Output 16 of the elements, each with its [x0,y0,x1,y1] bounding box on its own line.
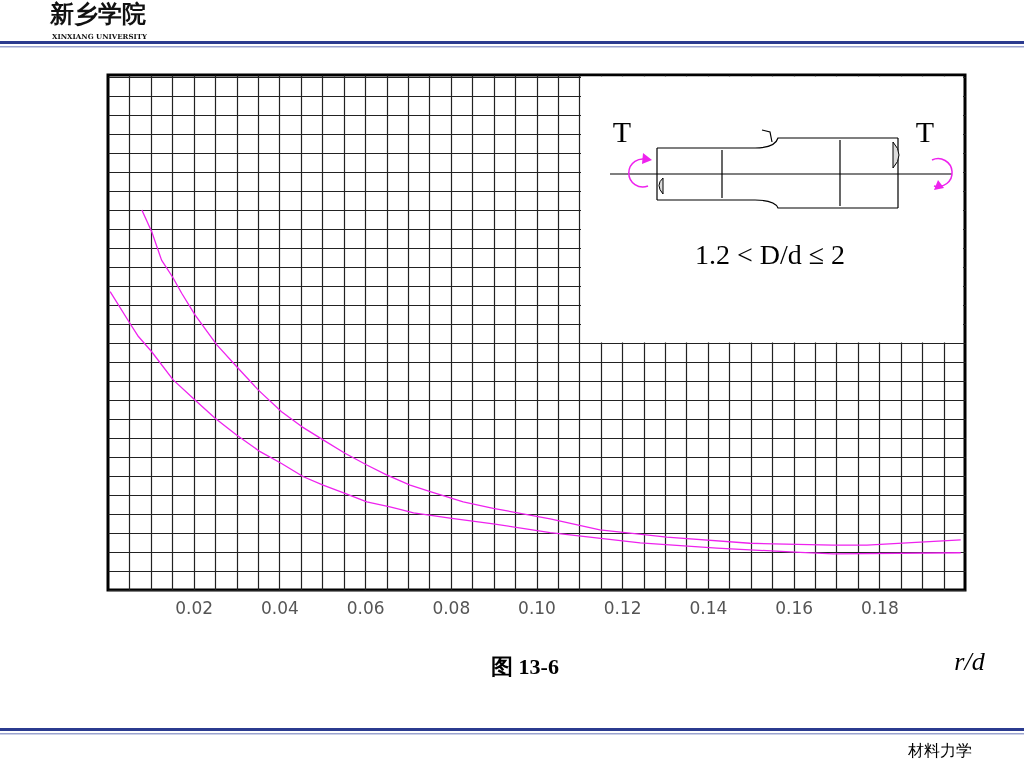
x-tick-label: 0.02 [175,597,214,618]
x-tick-label: 0.16 [775,597,814,618]
x-tick-label: 0.08 [432,597,471,618]
text: 新乡学院 [49,1,146,27]
x-tick-label: 0.06 [346,597,385,618]
annotation: 1.2 < D/d ≤ 2 [694,239,846,270]
x-tick-label: 0.12 [603,597,642,618]
text: 材料力学 [907,742,972,759]
caption: 图 13-6 [491,654,559,679]
x-tick-label: 0.04 [260,597,299,618]
text: T [612,115,632,148]
x-axis-title: r/d [954,646,986,676]
x-tick-label: 0.14 [689,597,728,618]
x-tick-label: 0.18 [860,597,899,618]
text: T [915,115,935,148]
x-tick-label: 0.10 [518,597,556,618]
